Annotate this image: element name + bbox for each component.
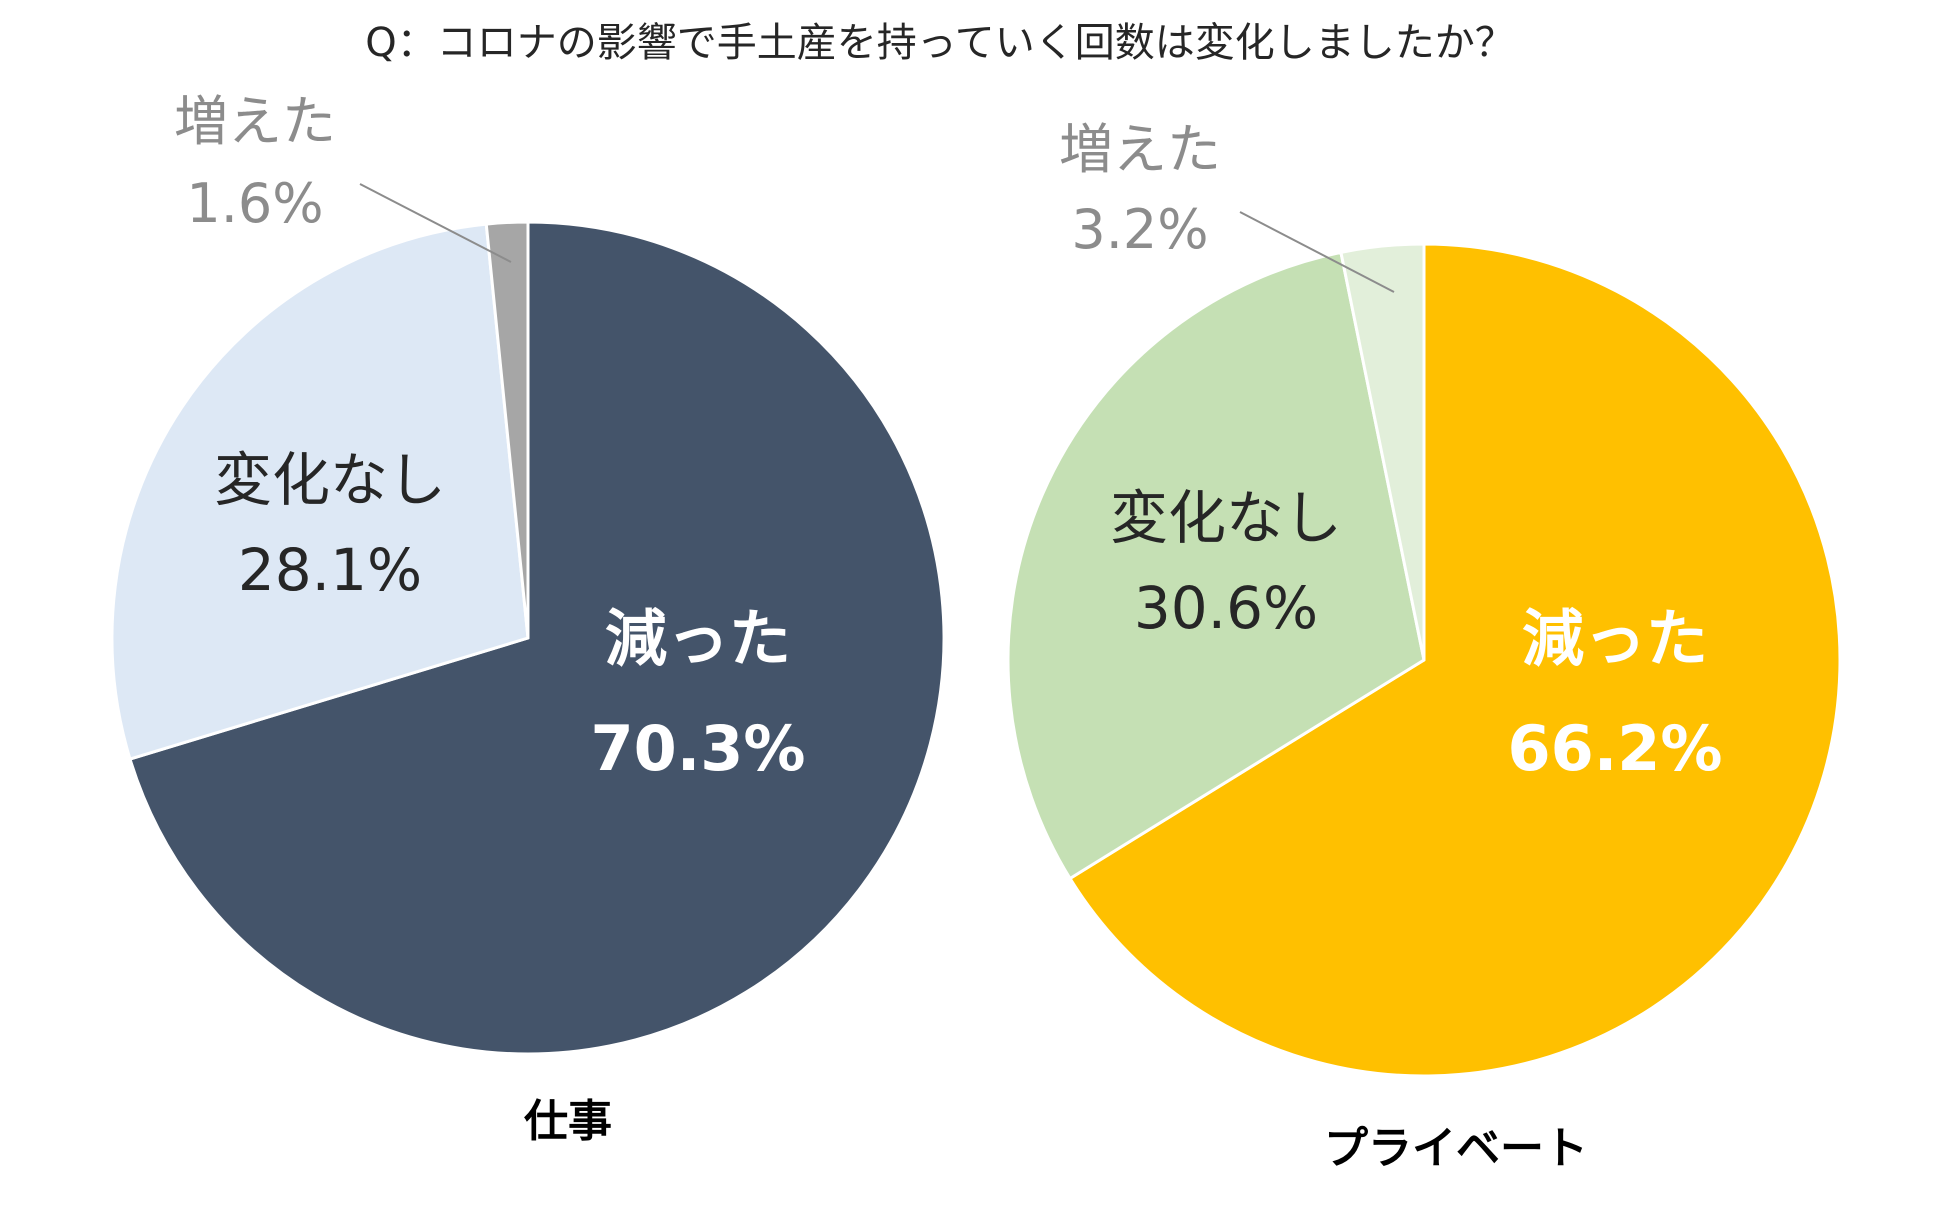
slice-value-label: 3.2% — [1071, 198, 1208, 261]
pie-caption: 仕事 — [524, 1096, 612, 1147]
leader-line — [359, 183, 512, 263]
pie-slice — [1339, 242, 1426, 662]
slice-category-label: 増えた — [1059, 118, 1221, 181]
slice-value-label: 66.2% — [1507, 712, 1722, 785]
slice-value-label: 30.6% — [1134, 574, 1318, 642]
slice-value-label: 70.3% — [590, 712, 805, 785]
pie-slice — [1006, 250, 1426, 880]
pie-slice — [484, 220, 530, 640]
slice-category-label: 増えた — [174, 90, 336, 153]
leader-line — [1239, 211, 1395, 293]
pie-slice — [128, 220, 946, 1056]
slice-category-label: 減った — [605, 602, 791, 675]
slice-category-label: 減った — [1522, 602, 1708, 675]
pie-1: 減った 70.3% 変化なし 28.1% 増えた 1.6% 仕事 — [110, 90, 946, 1147]
slice-category-label: 変化なし — [214, 446, 446, 514]
pie-2: 減った 66.2% 変化なし 30.6% 増えた 3.2% プライベート — [1006, 118, 1842, 1174]
pie-slice — [110, 222, 530, 761]
slice-value-label: 1.6% — [186, 172, 323, 235]
slice-value-label: 28.1% — [238, 536, 422, 604]
pie-slice — [1068, 242, 1842, 1078]
pie-caption: プライベート — [1324, 1123, 1588, 1174]
slice-category-label: 変化なし — [1110, 484, 1342, 552]
chart-title: Q：コロナの影響で手土産を持っていく回数は変化しましたか？ — [365, 20, 1514, 66]
